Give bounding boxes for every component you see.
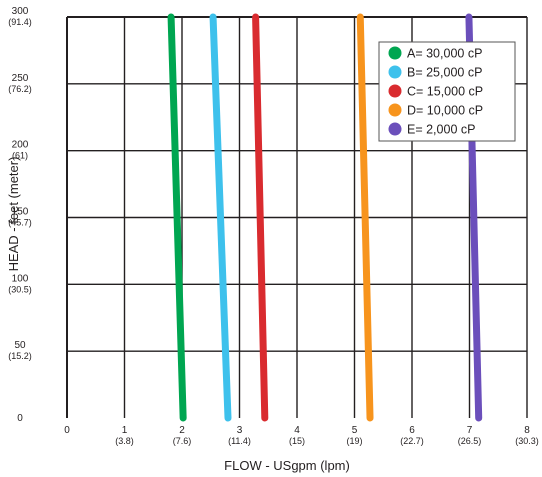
y-axis-title: HEAD - feet (meter) [6, 157, 21, 272]
x-tick-sublabel: (22.7) [400, 436, 424, 446]
y-tick-sublabel: (45.7) [8, 218, 32, 228]
axes [66, 16, 527, 418]
legend-label: B= 25,000 cP [407, 66, 482, 80]
x-tick-label: 0 [64, 425, 70, 436]
series-line-c [252, 13, 269, 422]
series-line-d [356, 13, 374, 422]
y-tick-sublabel: (91.4) [8, 17, 32, 27]
x-tick-label: 5 [352, 425, 358, 436]
x-tick-label: 3 [237, 425, 243, 436]
legend-marker [388, 84, 402, 98]
legend-marker [388, 46, 402, 60]
x-tick-label: 1 [122, 425, 128, 436]
y-tick-label: 150 [12, 207, 29, 218]
y-tick-label: 200 [12, 140, 29, 151]
legend-marker [388, 122, 402, 136]
x-tick-sublabel: (26.5) [458, 436, 482, 446]
x-tick-label: 7 [467, 425, 473, 436]
x-tick-label: 8 [524, 425, 530, 436]
y-tick-sublabel: (76.2) [8, 84, 32, 94]
x-tick-sublabel: (19) [346, 436, 362, 446]
x-tick-label: 2 [179, 425, 185, 436]
x-tick-sublabel: (3.8) [115, 436, 134, 446]
series-line-a [167, 13, 187, 422]
y-tick-label: 100 [12, 273, 29, 284]
legend-marker [388, 65, 402, 79]
legend-marker [388, 103, 402, 117]
y-tick-sublabel: (30.5) [8, 284, 32, 294]
x-tick-sublabel: (7.6) [173, 436, 192, 446]
y-tick-label: 50 [14, 340, 26, 351]
y-tick-label: 250 [12, 73, 29, 84]
x-tick-label: 6 [409, 425, 415, 436]
x-tick-sublabel: (15) [289, 436, 305, 446]
legend-box [378, 41, 516, 142]
tick-labels: 0 1(3.8) 2(7.6) 3(11.4) 4(15) 5(19) 6(22.7) 7(2… [8, 6, 539, 446]
x-tick-sublabel: (30.3) [515, 436, 539, 446]
x-axis-title: FLOW - USgpm (lpm) [224, 458, 350, 473]
legend-label: E= 2,000 cP [407, 123, 475, 137]
legend-label: C= 15,000 cP [407, 85, 483, 99]
legend-label: A= 30,000 cP [407, 47, 482, 61]
x-tick-sublabel: (11.4) [228, 436, 251, 446]
y-tick-label: 300 [12, 6, 29, 17]
x-tick-label: 4 [294, 425, 300, 436]
y-tick-sublabel: (15.2) [8, 351, 32, 361]
series-line-b [209, 13, 232, 422]
y-tick-sublabel: (61) [12, 151, 28, 161]
legend-label: D= 10,000 cP [407, 104, 483, 118]
y-tick-label: 0 [17, 413, 23, 424]
legend: A= 30,000 cP B= 25,000 cP C= 15,000 cP D= 1… [378, 41, 516, 142]
